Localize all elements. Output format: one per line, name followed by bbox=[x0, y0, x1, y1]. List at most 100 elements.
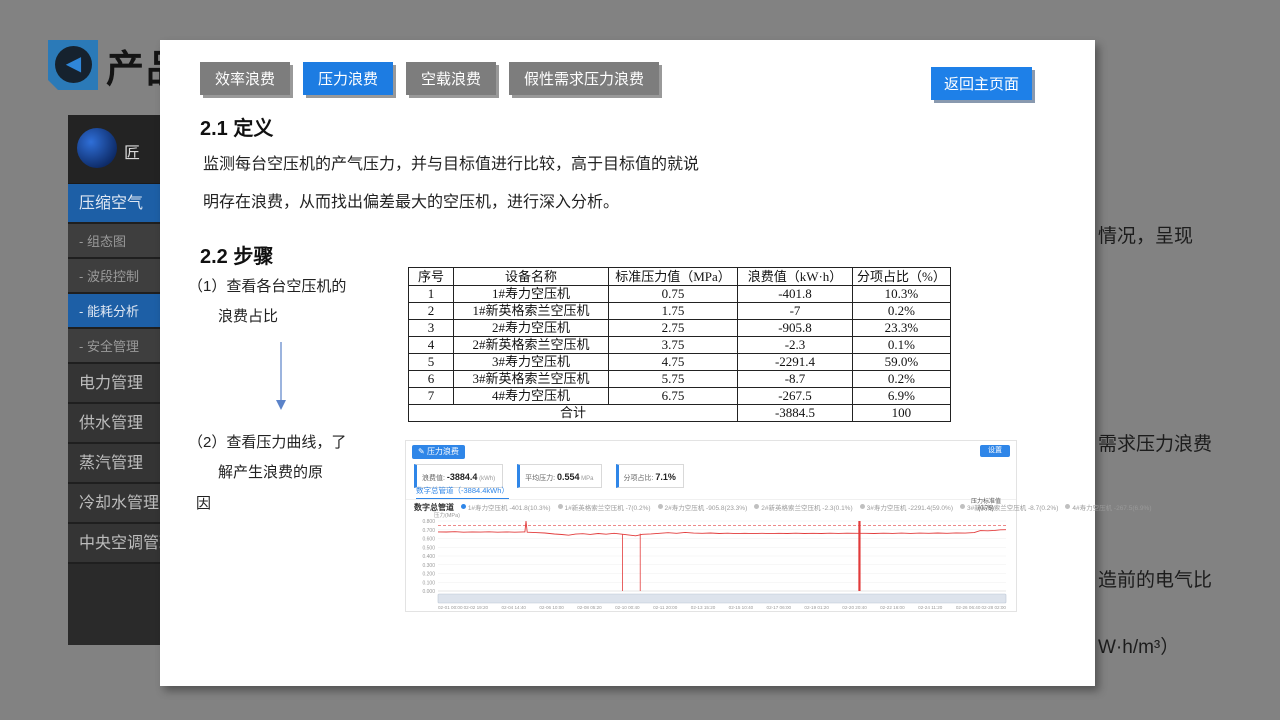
table-header-0: 序号 bbox=[408, 267, 454, 286]
chart-datazoom-scrollbar[interactable] bbox=[437, 593, 1007, 604]
table-cell: 5 bbox=[408, 353, 454, 371]
tab-1[interactable]: 压力浪费 bbox=[303, 62, 394, 95]
brand-text: 匠 bbox=[124, 145, 141, 162]
definition-heading: 2.1 定义 bbox=[200, 118, 274, 140]
legend-item-0[interactable]: 1#寿力空压机 -401.8(10.3%) bbox=[460, 504, 551, 512]
step-2-text: （2）查看压力曲线，了 解产生浪费的原 bbox=[188, 428, 346, 488]
svg-text:02-20 20:40: 02-20 20:40 bbox=[842, 605, 867, 610]
table-cell: 0.2% bbox=[852, 370, 951, 388]
table-cell: 5.75 bbox=[608, 370, 738, 388]
legend-dot-icon bbox=[959, 504, 965, 509]
sidebar-item-5[interactable]: 电力管理 bbox=[68, 364, 160, 404]
table-cell: 1 bbox=[408, 285, 454, 303]
step-1-text: （1）查看各台空压机的 浪费占比 bbox=[188, 272, 346, 332]
screenshot-title: 压力浪费 bbox=[426, 447, 459, 456]
table-cell: -905.8 bbox=[737, 319, 853, 337]
pipe-tab[interactable]: 数字总管道（-3884.4kWh） bbox=[416, 485, 509, 500]
svg-text:0.200: 0.200 bbox=[422, 572, 435, 578]
tab-0[interactable]: 效率浪费 bbox=[200, 62, 291, 95]
tab-2[interactable]: 空载浪费 bbox=[406, 62, 497, 95]
legend-item-6[interactable]: 4#寿力空压机 -267.5(6.9%) bbox=[1065, 504, 1152, 512]
sidebar-item-7[interactable]: 蒸汽管理 bbox=[68, 444, 160, 484]
svg-text:02-19 01:20: 02-19 01:20 bbox=[804, 605, 829, 610]
back-button[interactable]: ◀ bbox=[48, 40, 98, 90]
settings-button[interactable]: 设置 bbox=[980, 445, 1010, 457]
svg-text:压力(MPa): 压力(MPa) bbox=[434, 511, 460, 519]
table-cell: 4.75 bbox=[608, 353, 738, 371]
table-cell: -8.7 bbox=[737, 370, 853, 388]
svg-text:02-17 06:00: 02-17 06:00 bbox=[767, 605, 792, 610]
legend-item-4[interactable]: 3#寿力空压机 -2291.4(59.0%) bbox=[859, 504, 953, 512]
definition-line1: 监测每台空压机的产气压力，并与目标值进行比较，高于目标值的就说 bbox=[203, 156, 700, 173]
return-home-button[interactable]: 返回主页面 bbox=[930, 67, 1032, 100]
edit-icon: ✎ bbox=[418, 447, 425, 456]
step1-line2: 浪费占比 bbox=[218, 308, 279, 325]
background-fragment-3: W·h/m³） bbox=[1098, 637, 1180, 658]
svg-text:0.400: 0.400 bbox=[422, 554, 435, 560]
tab-3[interactable]: 假性需求压力浪费 bbox=[509, 62, 660, 95]
steps-heading: 2.2 步骤 bbox=[200, 246, 274, 268]
table-cell: 6.75 bbox=[608, 387, 738, 405]
table-cell: 1.75 bbox=[608, 302, 738, 320]
stat-pill-0: 浪费值: -3884.4 (kWh) bbox=[414, 464, 504, 488]
svg-text:02-06 10:00: 02-06 10:00 bbox=[539, 605, 564, 610]
back-arrow-icon: ◀ bbox=[55, 46, 92, 83]
table-row-3: 4 2#新英格索兰空压机 3.75 -2.3 0.1% bbox=[408, 336, 951, 354]
sidebar-item-2[interactable]: - 波段控制 bbox=[68, 259, 160, 294]
svg-text:0.800: 0.800 bbox=[422, 519, 435, 525]
legend-dot-icon bbox=[557, 504, 563, 509]
legend-dot-icon bbox=[1065, 504, 1071, 509]
table-cell: 4 bbox=[408, 336, 454, 354]
table-row-1: 2 1#新英格索兰空压机 1.75 -7 0.2% bbox=[408, 302, 951, 320]
legend-dot-icon bbox=[859, 504, 865, 509]
stat-pills: 浪费值: -3884.4 (kWh) 平均压力: 0.554 MPa 分项占比: 7… bbox=[414, 464, 698, 488]
table-cell: -2.3 bbox=[737, 336, 853, 354]
sidebar-item-3[interactable]: - 能耗分析 bbox=[68, 294, 160, 329]
legend-title: 数字总管道 bbox=[414, 503, 454, 512]
table-cell: 3#寿力空压机 bbox=[453, 353, 609, 371]
chart-svg: 压力(MPa)0.800 0.700 0.600 0.500 0.400 0.300 0.2… bbox=[422, 511, 1007, 610]
table-cell: 10.3% bbox=[852, 285, 951, 303]
step2-line1: （2）查看压力曲线，了 bbox=[188, 434, 347, 451]
table-cell: 4#寿力空压机 bbox=[453, 387, 609, 405]
svg-text:02-28 02:00: 02-28 02:00 bbox=[981, 605, 1006, 610]
sidebar-item-8[interactable]: 冷却水管理 bbox=[68, 484, 160, 524]
table-cell: 2 bbox=[408, 302, 454, 320]
pressure-waste-screenshot: ✎ 压力浪费 设置 浪费值: -3884.4 (kWh) 平均压力: 0.554 … bbox=[405, 440, 1152, 612]
stat-pill-1: 平均压力: 0.554 MPa bbox=[517, 464, 602, 488]
svg-text:02-11 20:00: 02-11 20:00 bbox=[653, 605, 678, 610]
table-row-6: 7 4#寿力空压机 6.75 -267.5 6.9% bbox=[408, 387, 951, 405]
std-label-line2: (0.75) bbox=[978, 506, 994, 512]
waste-tabs: 效率浪费 压力浪费 空载浪费 假性需求压力浪费 bbox=[200, 62, 672, 95]
sidebar-item-9[interactable]: 中央空调管理 bbox=[68, 524, 160, 564]
svg-text:0.700: 0.700 bbox=[422, 528, 435, 534]
svg-text:02-08 05:20: 02-08 05:20 bbox=[577, 605, 602, 610]
legend-item-1[interactable]: 1#新英格索兰空压机 -7(0.2%) bbox=[557, 504, 651, 512]
svg-text:0.600: 0.600 bbox=[422, 537, 435, 543]
legend-item-2[interactable]: 2#寿力空压机 -905.8(23.3%) bbox=[657, 504, 747, 512]
sidebar-item-6[interactable]: 供水管理 bbox=[68, 404, 160, 444]
sidebar-item-4[interactable]: - 安全管理 bbox=[68, 329, 160, 364]
legend-item-3[interactable]: 2#新英格索兰空压机 -2.3(0.1%) bbox=[754, 504, 853, 512]
table-footer-waste: -3884.5 bbox=[737, 404, 853, 422]
legend-item-5[interactable]: 3#新英格索兰空压机 -8.7(0.2%) bbox=[959, 504, 1058, 512]
table-cell: 1#寿力空压机 bbox=[453, 285, 609, 303]
svg-text:0.000: 0.000 bbox=[422, 589, 435, 595]
table-cell: 23.3% bbox=[852, 319, 951, 337]
table-cell: 0.75 bbox=[608, 285, 738, 303]
stat-pill-2: 分项占比: 7.1% bbox=[615, 464, 684, 488]
sidebar-item-1[interactable]: - 组态图 bbox=[68, 224, 160, 259]
sidebar: 匠 压缩空气 - 组态图 - 波段控制 - 能耗分析 - 安全管理 电力管理 供水管理 蒸汽管… bbox=[68, 115, 160, 645]
table-cell: 3#新英格索兰空压机 bbox=[453, 370, 609, 388]
table-footer-percent: 100 bbox=[852, 404, 951, 422]
table-cell: 0.2% bbox=[852, 302, 951, 320]
table-row-0: 1 1#寿力空压机 0.75 -401.8 10.3% bbox=[408, 285, 951, 303]
svg-text:02-04 14:40: 02-04 14:40 bbox=[501, 605, 526, 610]
table-header-4: 分项占比（%） bbox=[852, 267, 951, 286]
sidebar-item-0[interactable]: 压缩空气 bbox=[68, 184, 160, 224]
svg-text:02-01 00:00: 02-01 00:00 bbox=[438, 605, 463, 610]
table-cell: 7 bbox=[408, 387, 454, 405]
table-cell: 0.1% bbox=[852, 336, 951, 354]
legend-dot-icon bbox=[754, 504, 760, 509]
table-cell: 2#寿力空压机 bbox=[453, 319, 609, 337]
